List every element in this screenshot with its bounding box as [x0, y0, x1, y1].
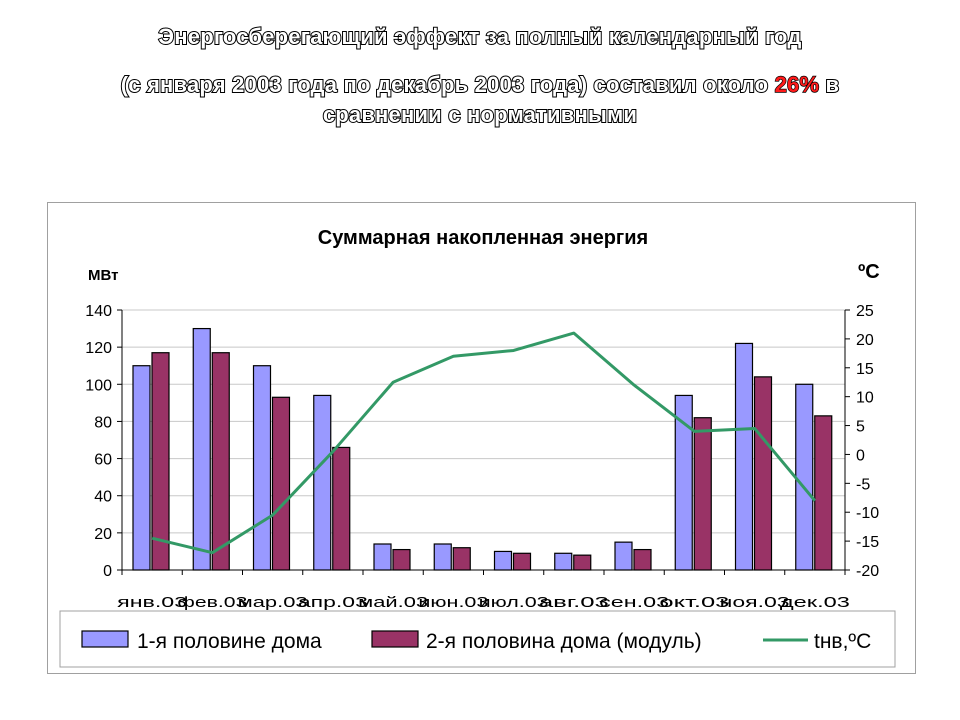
y2-tick-label: -10 — [856, 505, 879, 522]
y-tick-label: 140 — [85, 303, 112, 320]
bar-2-6 — [452, 547, 471, 571]
y-tick-label: 100 — [85, 377, 112, 394]
bar-1-6 — [433, 543, 452, 571]
title-line2-tail: в — [819, 71, 841, 98]
legend-label-2: 2-я половина дома (модуль) — [426, 630, 702, 653]
x-tick-label: дек.03 — [780, 594, 850, 611]
savings-percent: 26% — [774, 71, 820, 97]
bar-1-1 — [132, 365, 151, 571]
legend-label-1: 1-я половине дома — [137, 630, 322, 653]
y2-tick-label: 20 — [856, 332, 874, 349]
bar-1-2 — [192, 327, 211, 571]
bar-2-10 — [693, 417, 712, 571]
bar-1-3 — [252, 365, 272, 571]
y-axis-label: МВт — [88, 267, 118, 284]
bar-2-5 — [392, 548, 411, 571]
legend-swatch-2 — [371, 630, 419, 648]
x-tick-label: фев.03 — [177, 594, 247, 611]
x-tick-label: янв.03 — [117, 594, 187, 611]
y2-tick-label: -20 — [856, 563, 879, 580]
slide-title-line2: (с января 2003 года по декабрь 2003 года… — [0, 71, 960, 98]
chart-title: Суммарная накопленная энергия — [318, 227, 648, 249]
y-tick-label: 0 — [103, 563, 112, 580]
x-tick-label: июн.03 — [418, 594, 488, 611]
y2-tick-label: 10 — [856, 390, 874, 407]
bar-1-7 — [493, 550, 513, 571]
x-tick-label: апр.03 — [298, 594, 368, 611]
y-tick-label: 80 — [94, 414, 112, 431]
y-tick-label: 120 — [85, 340, 112, 357]
bar-2-8 — [573, 554, 592, 571]
bar-1-8 — [554, 552, 573, 571]
slide-title-line1: Энергосберегающий эффект за полный кален… — [157, 23, 802, 50]
bar-2-12 — [814, 415, 833, 571]
bar-2-2 — [211, 352, 230, 571]
slide-title-line3: сравнении с нормативными — [322, 101, 638, 128]
bar-2-7 — [512, 552, 532, 571]
bar-1-9 — [614, 541, 633, 571]
x-tick-label: ноя.03 — [720, 594, 790, 611]
bar-1-4 — [313, 394, 332, 571]
bar-2-9 — [633, 548, 652, 571]
x-tick-label: июл.03 — [479, 594, 549, 611]
y2-tick-label: 5 — [856, 419, 865, 436]
x-tick-label: сен.03 — [599, 594, 669, 611]
y-tick-label: 20 — [94, 526, 112, 543]
y-tick-label: 40 — [94, 489, 112, 506]
bar-1-11 — [734, 342, 754, 571]
bar-1-10 — [674, 394, 693, 571]
bar-1-5 — [373, 543, 392, 571]
y2-tick-label: 25 — [856, 303, 874, 320]
temperature-line — [151, 331, 817, 555]
bar-2-3 — [271, 396, 291, 571]
x-tick-label: мар.03 — [238, 594, 308, 611]
y2-axis-label: ºС — [858, 261, 880, 283]
x-tick-label: авг.03 — [539, 594, 609, 611]
legend-box — [59, 610, 896, 668]
bar-1-12 — [795, 383, 814, 571]
bar-2-4 — [332, 446, 351, 571]
legend-swatch-1 — [81, 630, 129, 648]
y2-tick-label: -5 — [856, 476, 870, 493]
x-tick-label: май.03 — [358, 594, 428, 611]
title-line2-text: (с января 2003 года по декабрь 2003 года… — [120, 71, 775, 98]
bar-2-1 — [151, 352, 170, 571]
y2-tick-label: 15 — [856, 361, 874, 378]
x-tick-label: окт.03 — [659, 594, 729, 611]
legend-label-3: tнв,ºС — [814, 630, 871, 653]
y2-tick-label: 0 — [856, 447, 865, 464]
y2-tick-label: -15 — [856, 534, 879, 551]
y-tick-label: 60 — [94, 452, 112, 469]
bar-2-11 — [753, 376, 773, 571]
